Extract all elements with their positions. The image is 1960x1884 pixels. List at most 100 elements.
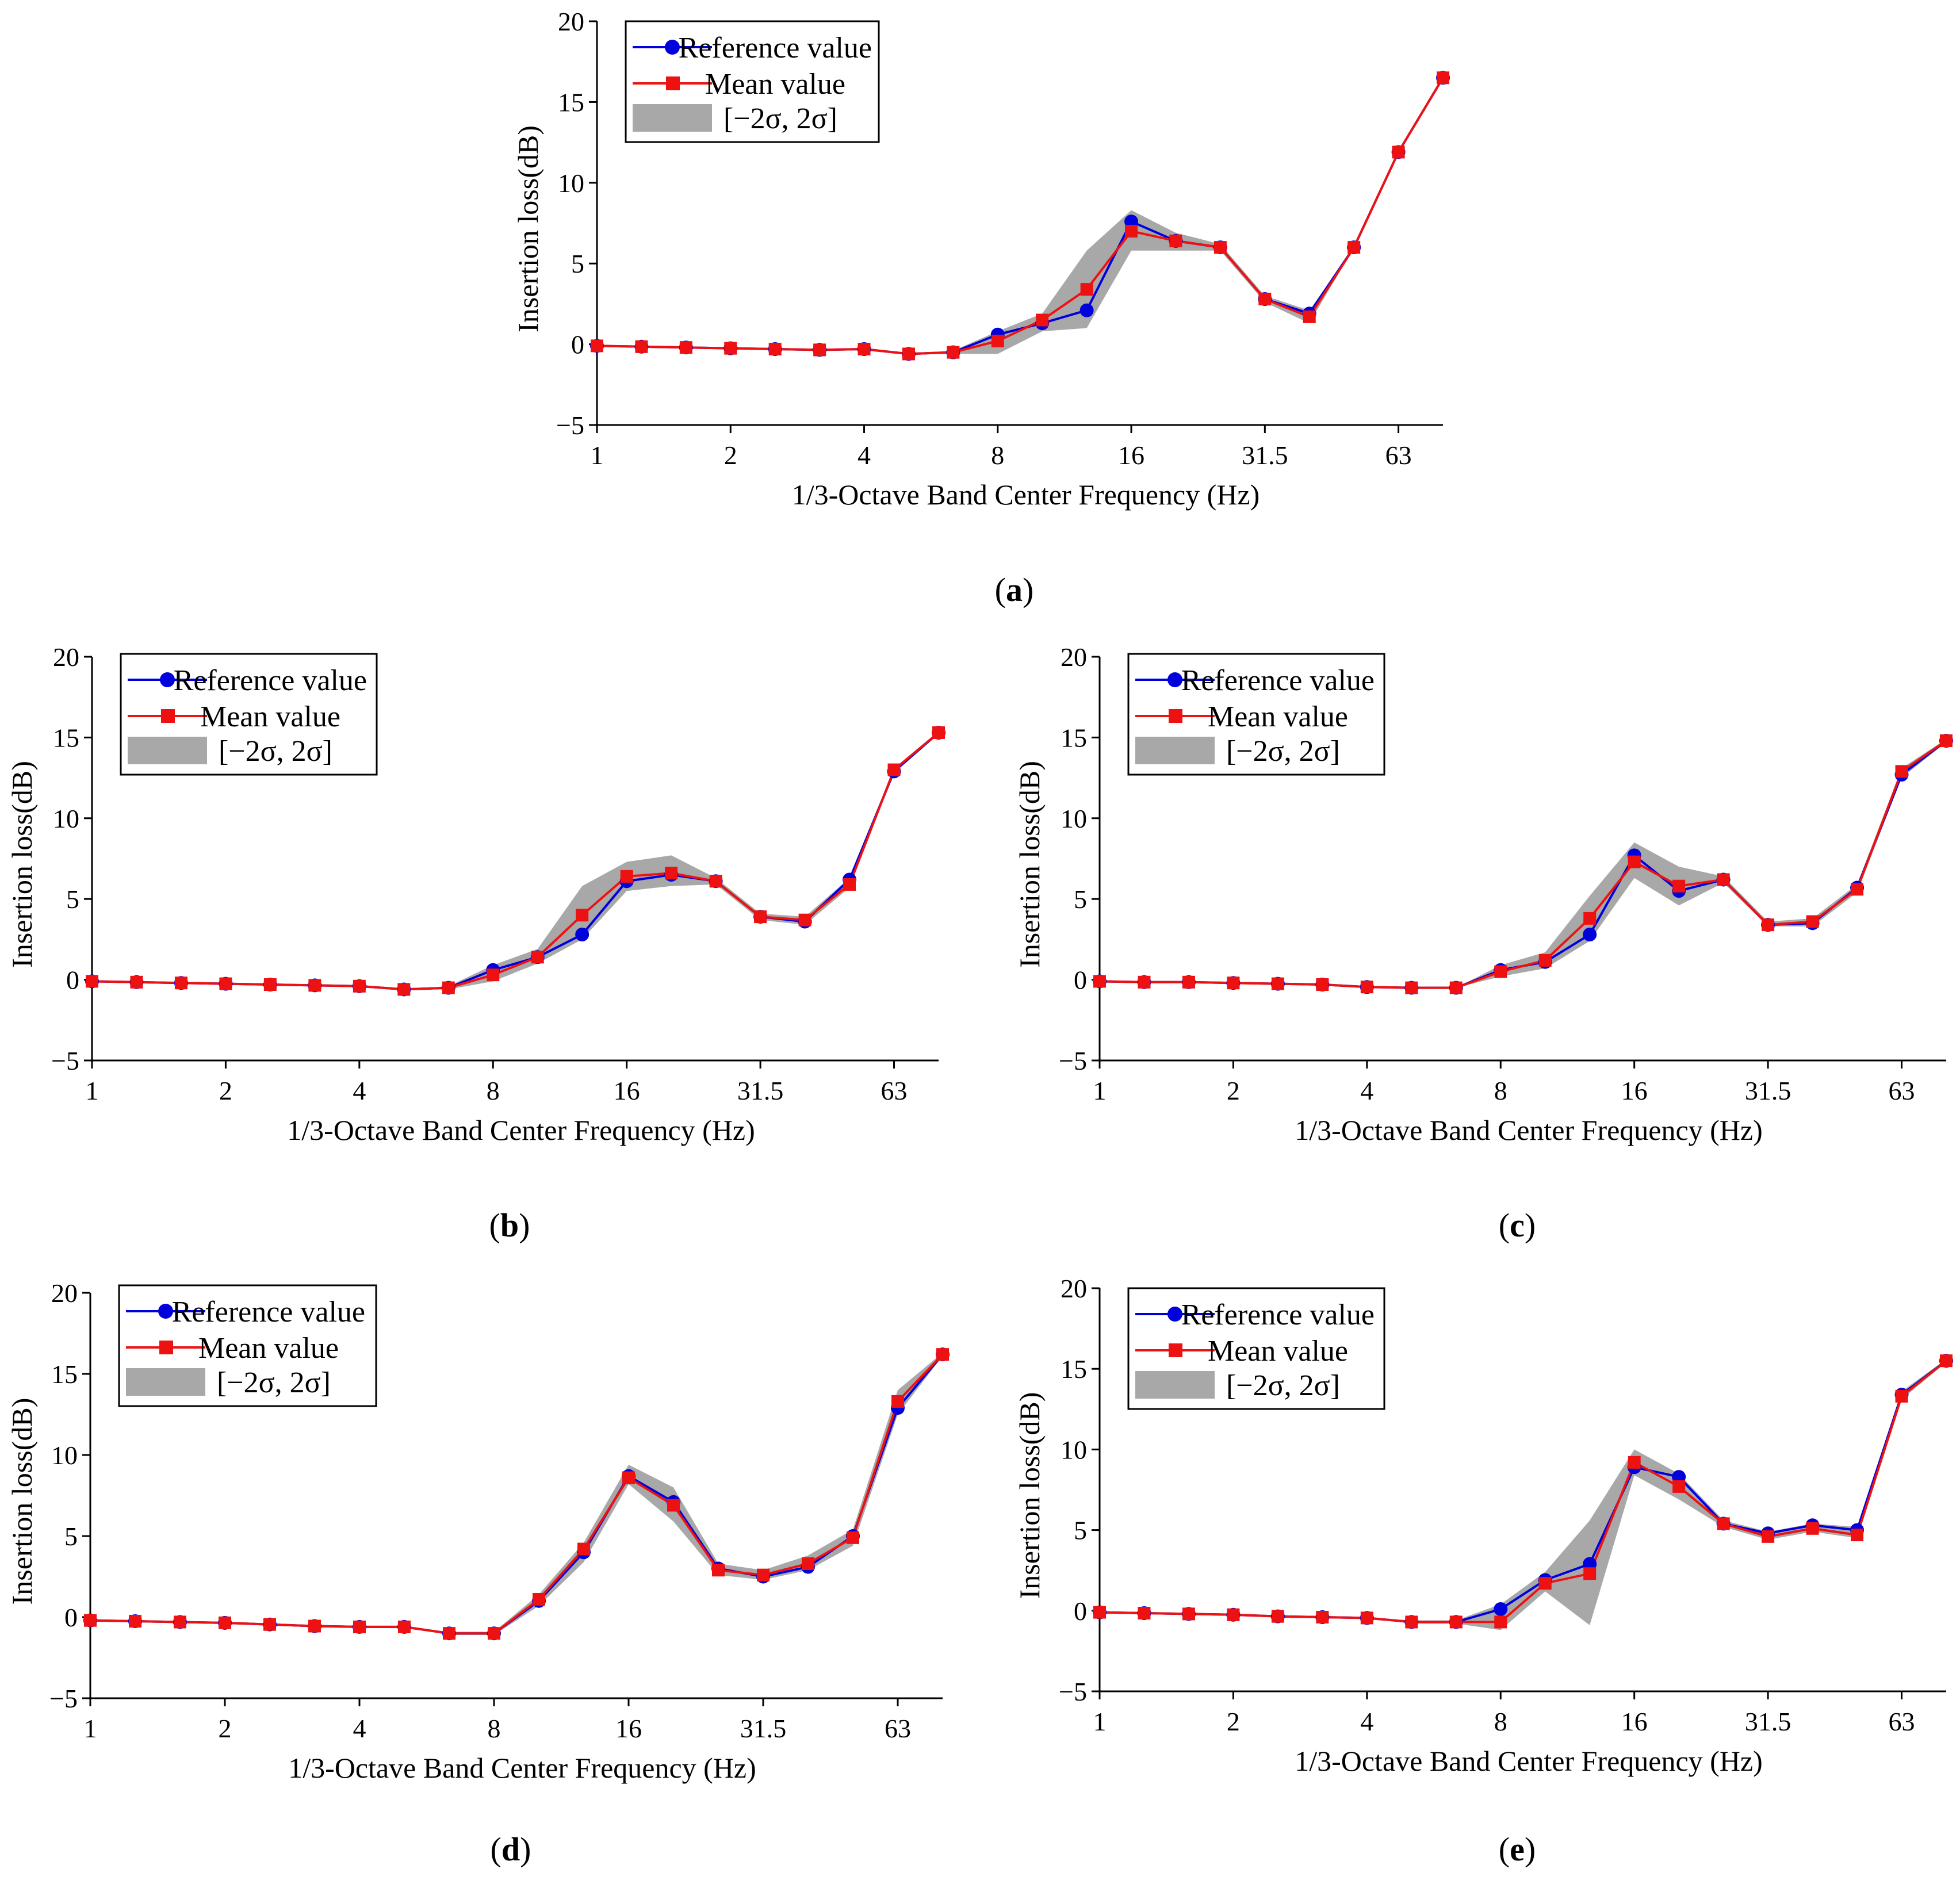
caption-open-e: ( bbox=[1499, 1831, 1510, 1868]
x-tick-label-a: 1 bbox=[591, 441, 604, 470]
mean-point-c-12 bbox=[1628, 855, 1641, 868]
legend-label-reference-a: Reference value bbox=[679, 32, 872, 64]
y-tick-label-c: −5 bbox=[1059, 1046, 1087, 1075]
mean-point-c-8 bbox=[1449, 981, 1463, 994]
legend-label-band-d: [−2σ, 2σ] bbox=[217, 1366, 331, 1399]
mean-point-d-10 bbox=[533, 1592, 545, 1606]
mean-point-a-16 bbox=[1303, 310, 1316, 323]
x-tick-label-d: 63 bbox=[885, 1714, 911, 1743]
mean-point-c-9 bbox=[1494, 965, 1507, 978]
mean-point-b-5 bbox=[308, 979, 321, 992]
caption-c: (c) bbox=[1499, 1207, 1536, 1244]
y-tick-label-a: 5 bbox=[571, 249, 584, 278]
x-axis-title-b: 1/3-Octave Band Center Frequency (Hz) bbox=[287, 1114, 755, 1146]
mean-point-a-5 bbox=[813, 343, 826, 357]
y-tick-label-e: 10 bbox=[1061, 1435, 1087, 1464]
mean-point-a-14 bbox=[1213, 241, 1227, 254]
y-tick-label-c: 5 bbox=[1074, 884, 1087, 914]
mean-line-c bbox=[1099, 740, 1947, 989]
mean-point-b-6 bbox=[353, 979, 366, 993]
legend-band-swatch-c bbox=[1135, 737, 1215, 764]
mean-point-d-15 bbox=[757, 1568, 770, 1582]
mean-point-d-17 bbox=[847, 1531, 859, 1544]
mean-point-a-8 bbox=[947, 346, 960, 359]
legend-label-mean-c: Mean value bbox=[1208, 700, 1348, 733]
mean-point-c-5 bbox=[1316, 978, 1329, 991]
mean-point-e-7 bbox=[1405, 1615, 1418, 1629]
y-tick-label-d: 0 bbox=[64, 1603, 78, 1632]
legend-mean-marker-d bbox=[159, 1341, 173, 1354]
y-tick-label-e: 15 bbox=[1061, 1354, 1087, 1384]
mean-point-e-8 bbox=[1449, 1615, 1463, 1629]
mean-point-e-6 bbox=[1360, 1611, 1373, 1625]
y-tick-label-c: 15 bbox=[1061, 723, 1087, 752]
caption-letter-e: e bbox=[1510, 1831, 1525, 1868]
mean-point-c-11 bbox=[1583, 912, 1597, 925]
y-tick-label-c: 10 bbox=[1061, 804, 1087, 833]
y-tick-label-d: −5 bbox=[49, 1684, 78, 1713]
legend-band-swatch-d bbox=[126, 1368, 205, 1396]
y-axis-title-d: Insertion loss(dB) bbox=[6, 1398, 38, 1605]
x-tick-label-b: 1 bbox=[86, 1076, 99, 1105]
legend-label-mean-a: Mean value bbox=[705, 68, 845, 101]
mean-point-c-7 bbox=[1405, 981, 1418, 994]
legend-label-band-c: [−2σ, 2σ] bbox=[1226, 735, 1340, 768]
mean-point-e-14 bbox=[1717, 1517, 1730, 1530]
y-axis-title-c: Insertion loss(dB) bbox=[1013, 761, 1046, 968]
legend-label-band-b: [−2σ, 2σ] bbox=[219, 735, 332, 768]
y-tick-label-a: −5 bbox=[556, 411, 584, 440]
mean-point-d-18 bbox=[891, 1395, 904, 1408]
band-2sigma-c bbox=[1100, 739, 1946, 988]
x-tick-label-e: 1 bbox=[1093, 1707, 1107, 1736]
mean-point-d-19 bbox=[936, 1348, 949, 1361]
reference-line-c bbox=[1099, 740, 1947, 989]
caption-e: (e) bbox=[1499, 1831, 1536, 1868]
panel-b: 20 15 10 5 0 −5 1 2 4 8 16 31.5 63 1/3-Octave Band Ce… bbox=[0, 635, 980, 1257]
legend-a: Reference value Mean value[−2σ, 2σ] bbox=[625, 20, 880, 143]
legend-label-reference-b: Reference value bbox=[174, 664, 367, 697]
x-axis-title-c: 1/3-Octave Band Center Frequency (Hz) bbox=[1295, 1114, 1763, 1146]
mean-point-e-9 bbox=[1494, 1615, 1507, 1629]
legend-mean-marker-a bbox=[666, 76, 680, 90]
mean-point-e-13 bbox=[1672, 1480, 1686, 1493]
mean-point-a-10 bbox=[1036, 313, 1049, 327]
legend-label-mean-b: Mean value bbox=[200, 700, 340, 733]
x-tick-label-d: 1 bbox=[84, 1714, 97, 1743]
y-tick-label-a: 20 bbox=[558, 7, 584, 36]
legend-e: Reference value Mean value[−2σ, 2σ] bbox=[1127, 1287, 1385, 1410]
caption-letter-d: d bbox=[502, 1831, 520, 1868]
caption-d: (d) bbox=[491, 1831, 531, 1868]
y-axis-title-e: Insertion loss(dB) bbox=[1013, 1392, 1046, 1599]
x-tick-label-e: 31.5 bbox=[1745, 1707, 1791, 1736]
x-tick-label-d: 31.5 bbox=[740, 1714, 787, 1743]
mean-point-a-4 bbox=[768, 343, 782, 356]
legend-d: Reference value Mean value[−2σ, 2σ] bbox=[118, 1284, 377, 1407]
chart-d: 20 15 10 5 0 −51 2 4 8 16 31.5 63 1/3-Octave Band Ce… bbox=[6, 1278, 950, 1868]
mean-point-d-1 bbox=[129, 1615, 141, 1628]
panel-c: 20 15 10 5 0 −5 1 2 4 8 16 31.5 63 1/3-Octave Band Ce… bbox=[1008, 635, 1960, 1257]
mean-point-c-14 bbox=[1717, 873, 1730, 886]
mean-point-d-5 bbox=[308, 1619, 321, 1633]
mean-point-d-3 bbox=[219, 1616, 231, 1629]
mean-point-b-18 bbox=[887, 763, 901, 776]
mean-point-b-19 bbox=[932, 726, 945, 739]
x-tick-label-c: 1 bbox=[1093, 1076, 1107, 1105]
x-axis-title-a: 1/3-Octave Band Center Frequency (Hz) bbox=[792, 478, 1260, 511]
x-tick-label-e: 4 bbox=[1360, 1707, 1373, 1736]
chart-b: 20 15 10 5 0 −51 2 4 8 16 31.5 63 1/3-Octave Band Ce… bbox=[6, 642, 945, 1244]
legend-band-swatch-a bbox=[633, 104, 712, 132]
x-tick-label-d: 4 bbox=[353, 1714, 366, 1743]
mean-point-b-15 bbox=[754, 910, 767, 924]
mean-point-e-1 bbox=[1138, 1607, 1151, 1620]
mean-point-a-19 bbox=[1437, 71, 1449, 85]
x-tick-label-c: 31.5 bbox=[1745, 1076, 1791, 1105]
reference-point-b-11 bbox=[575, 927, 589, 941]
caption-close-d: ) bbox=[520, 1831, 531, 1868]
x-tick-label-e: 8 bbox=[1494, 1707, 1507, 1736]
mean-point-e-2 bbox=[1182, 1607, 1195, 1621]
mean-point-d-11 bbox=[577, 1542, 590, 1556]
legend-reference-marker-b bbox=[160, 672, 175, 687]
mean-point-b-16 bbox=[798, 913, 811, 926]
x-tick-label-a: 16 bbox=[1118, 441, 1144, 470]
